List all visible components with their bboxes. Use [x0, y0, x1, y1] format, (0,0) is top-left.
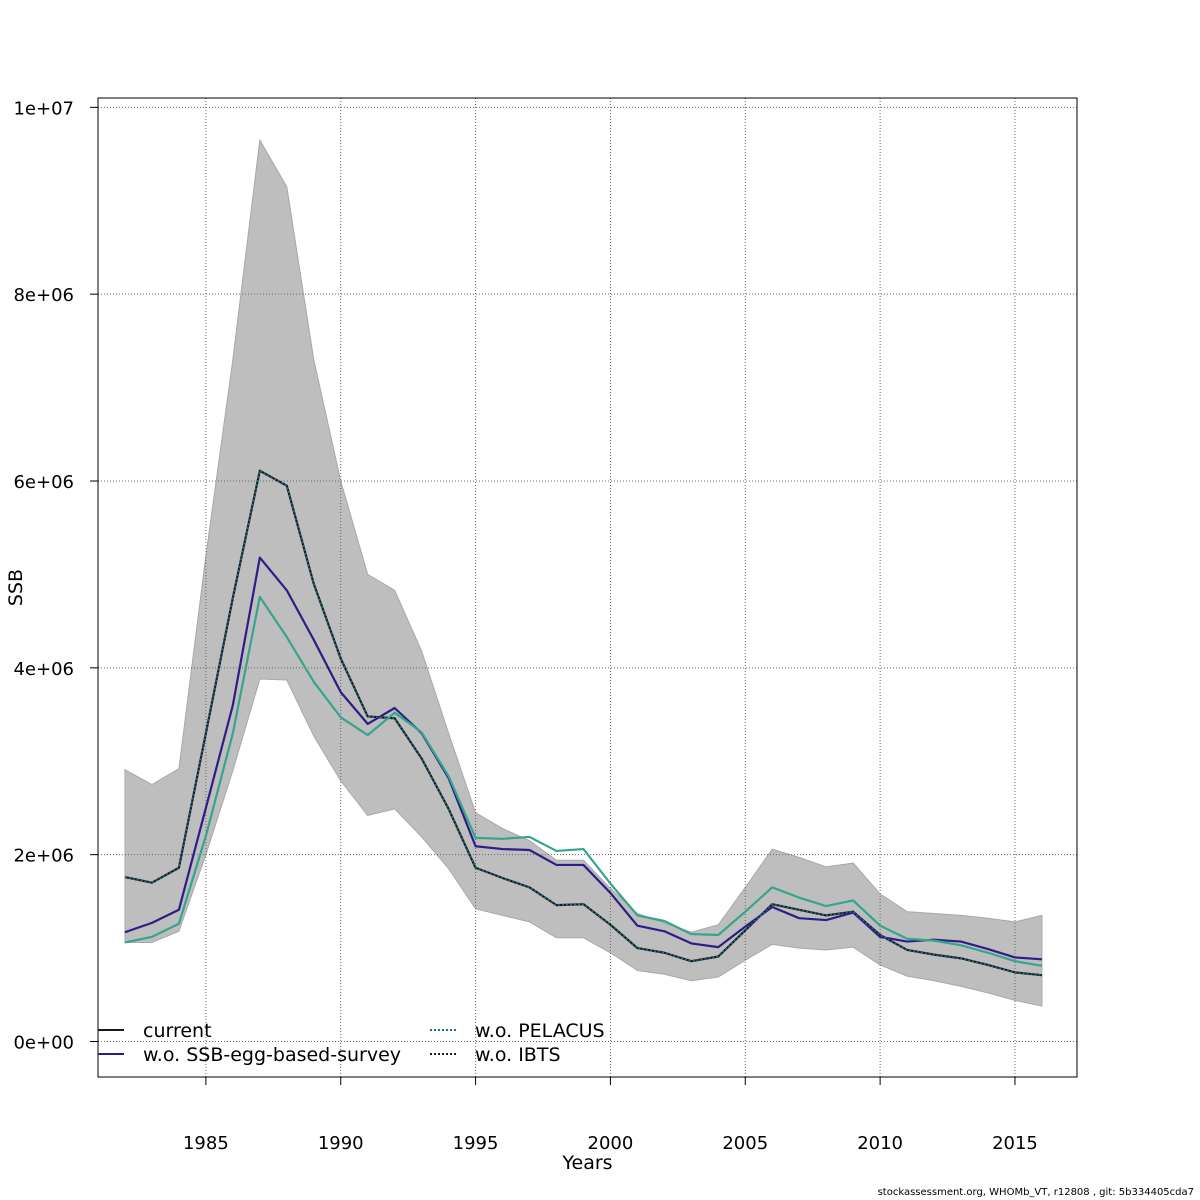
y-tick-label: 2e+06	[13, 846, 74, 867]
x-tick-label: 1995	[453, 1133, 499, 1154]
y-tick-label: 4e+06	[13, 659, 74, 680]
footer-credit: stockassessment.org, WHOMb_VT, r12808 , …	[877, 1187, 1194, 1198]
y-tick-label: 0e+00	[13, 1033, 74, 1054]
grid-layer	[98, 98, 1077, 1077]
series-line-w-o-pelacus	[124, 469, 1043, 976]
x-axis-title: Years	[561, 1152, 612, 1174]
series-layer	[124, 469, 1043, 977]
y-tick-label: 8e+06	[13, 285, 74, 306]
y-axis-title: SSB	[5, 569, 27, 606]
x-tick-label: 2010	[857, 1133, 903, 1154]
legend-label: w.o. IBTS	[475, 1044, 561, 1066]
legend-label: w.o. PELACUS	[475, 1020, 605, 1042]
x-tick-label: 1985	[183, 1133, 229, 1154]
y-tick-label: 1e+07	[13, 98, 74, 119]
confidence-band	[124, 138, 1043, 1007]
series-line-w-o-ssb-egg-based-survey	[124, 556, 1043, 961]
axis-layer: 1985 1990 1995 2000 2005 2010 2015 0e+00 2e+06 4e…	[13, 98, 1037, 1154]
x-tick-label: 2015	[992, 1133, 1038, 1154]
legend-label: w.o. SSB-egg-based-survey	[143, 1044, 401, 1066]
x-tick-label: 2000	[588, 1133, 634, 1154]
series-line-w-o-ibts	[124, 595, 1043, 967]
x-tick-label: 2005	[722, 1133, 768, 1154]
y-tick-label: 6e+06	[13, 472, 74, 493]
plot-frame	[97, 97, 1078, 1078]
legend-label: current	[143, 1020, 212, 1042]
x-tick-label: 1990	[318, 1133, 364, 1154]
confidence-band-layer	[124, 138, 1043, 1007]
